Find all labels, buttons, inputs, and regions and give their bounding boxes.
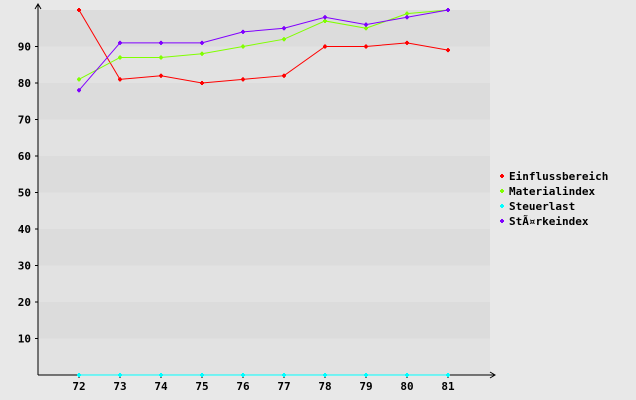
x-tick-label: 77	[277, 380, 290, 393]
legend-label: StÃ¤rkeindex	[509, 215, 589, 228]
data-point	[77, 8, 81, 12]
data-point	[241, 29, 245, 34]
data-point	[282, 37, 286, 42]
y-tick-label: 50	[18, 187, 31, 200]
data-point	[200, 51, 204, 56]
y-tick-label: 70	[18, 114, 31, 127]
legend-label: Einflussbereich	[509, 170, 608, 183]
data-point	[364, 373, 368, 377]
x-tick-label: 76	[236, 380, 250, 393]
y-tick-label: 90	[18, 41, 31, 54]
data-point	[323, 18, 327, 23]
data-point	[323, 373, 327, 377]
data-point	[323, 44, 327, 49]
data-point	[200, 40, 204, 45]
grid-band	[38, 302, 490, 339]
grid-band	[38, 338, 490, 375]
x-tick-label: 73	[113, 380, 126, 393]
data-point	[364, 22, 368, 27]
data-point	[159, 55, 163, 60]
data-point	[118, 373, 122, 377]
y-tick-label: 40	[18, 223, 31, 236]
y-tick-label: 60	[18, 150, 31, 163]
data-point	[446, 8, 450, 12]
legend-item: Steuerlast	[500, 200, 575, 213]
data-point	[446, 373, 450, 377]
legend-marker	[500, 219, 504, 223]
grid-band	[38, 192, 490, 229]
data-point	[241, 77, 245, 82]
data-point	[159, 40, 163, 45]
data-point	[200, 373, 204, 377]
data-point	[364, 44, 368, 49]
legend-item: StÃ¤rkeindex	[500, 215, 589, 228]
grid-band	[38, 156, 490, 193]
data-point	[405, 15, 409, 20]
data-point	[77, 77, 81, 82]
legend-item: Materialindex	[500, 185, 595, 198]
x-axis-arrow	[489, 371, 496, 379]
data-point	[405, 40, 409, 45]
data-point	[77, 88, 81, 93]
legend-item: Einflussbereich	[500, 170, 608, 183]
series-strkeindex	[77, 8, 450, 93]
legend-marker	[500, 174, 504, 178]
data-point	[241, 44, 245, 49]
data-point	[118, 77, 122, 82]
legend-label: Materialindex	[509, 185, 595, 198]
y-tick-label: 30	[18, 260, 31, 273]
series-group	[77, 8, 450, 377]
data-point	[282, 73, 286, 78]
data-point	[241, 373, 245, 377]
grid-band	[38, 83, 490, 120]
data-point	[118, 55, 122, 60]
data-point	[282, 373, 286, 377]
data-point	[282, 26, 286, 31]
grid-band	[38, 265, 490, 302]
x-tick-label: 74	[154, 380, 168, 393]
legend-label: Steuerlast	[509, 200, 575, 213]
series-line	[78, 9, 449, 84]
x-tick-label: 78	[318, 380, 331, 393]
x-tick-label: 79	[359, 380, 372, 393]
x-axis-ticks: 72 73 74 75 76 77 78 79 80 81	[72, 375, 455, 393]
grid-band	[38, 10, 490, 47]
y-axis-ticks: 10 20 30 40 50 60 70 80 90	[18, 41, 38, 346]
data-point	[323, 15, 327, 20]
data-point	[159, 73, 163, 78]
grid-band	[38, 229, 490, 266]
legend: Einflussbereich Materialindex Steuerlast St…	[500, 170, 608, 228]
legend-marker	[500, 204, 504, 208]
series-einflussbereich	[77, 8, 450, 85]
grid-bands	[38, 10, 490, 375]
grid-band	[38, 119, 490, 156]
data-point	[159, 373, 163, 377]
y-tick-label: 80	[18, 77, 31, 90]
data-point	[200, 81, 204, 85]
y-tick-label: 10	[18, 333, 31, 346]
data-point	[405, 373, 409, 377]
y-tick-label: 20	[18, 296, 31, 309]
data-point	[77, 373, 81, 377]
series-line	[78, 9, 449, 91]
series-steuerlast	[77, 373, 450, 377]
data-point	[118, 40, 122, 45]
x-tick-label: 75	[195, 380, 208, 393]
data-point	[364, 26, 368, 31]
legend-marker	[500, 189, 504, 193]
grid-band	[38, 46, 490, 83]
x-tick-label: 80	[400, 380, 413, 393]
y-axis-arrow	[34, 3, 42, 10]
data-point	[405, 11, 409, 16]
x-tick-label: 81	[441, 380, 455, 393]
x-tick-label: 72	[72, 380, 85, 393]
data-point	[446, 48, 450, 53]
